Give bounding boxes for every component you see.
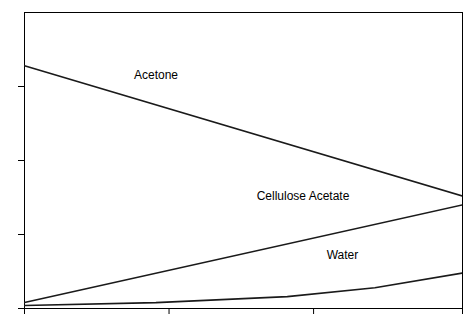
svg-text:Cellulose Acetate: Cellulose Acetate: [257, 189, 350, 203]
svg-text:Acetone: Acetone: [134, 68, 178, 82]
svg-text:Water: Water: [327, 248, 359, 262]
